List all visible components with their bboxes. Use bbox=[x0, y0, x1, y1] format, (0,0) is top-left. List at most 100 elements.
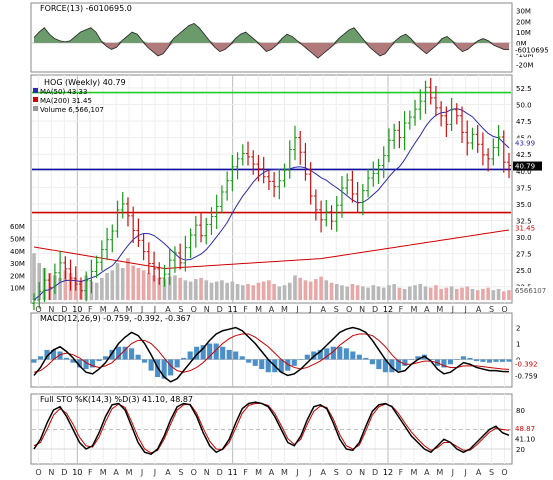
volume-bar bbox=[308, 281, 313, 300]
volume-bar bbox=[439, 288, 443, 300]
macd-histogram-bar bbox=[31, 359, 37, 363]
volume-bar bbox=[319, 276, 323, 300]
legend-ma200: MA(200) 31.45 bbox=[40, 97, 92, 105]
macd-histogram-bar bbox=[63, 357, 70, 360]
macd-histogram-bar bbox=[447, 359, 454, 365]
volume-ytick: 20M bbox=[10, 272, 25, 280]
month-label-top: J bbox=[308, 305, 311, 314]
volume-bar bbox=[449, 286, 454, 300]
month-label-bottom: O bbox=[191, 468, 197, 477]
volume-bar bbox=[418, 284, 423, 300]
macd-histogram-bar bbox=[70, 359, 76, 363]
macd-value-tag-bg bbox=[513, 371, 547, 381]
macd-histogram-bar bbox=[135, 354, 141, 360]
volume-bar bbox=[340, 285, 344, 300]
volume-bar bbox=[277, 286, 282, 300]
macd-histogram-bar bbox=[350, 351, 356, 360]
volume-bar bbox=[126, 258, 130, 300]
volume-bar bbox=[162, 279, 167, 300]
macd-histogram-bar bbox=[187, 351, 193, 360]
volume-ytick: 10M bbox=[10, 285, 25, 293]
volume-bar bbox=[94, 282, 99, 300]
volume-bar bbox=[298, 277, 303, 300]
macd-histogram-bar bbox=[116, 346, 122, 360]
month-label-top: 12 bbox=[383, 305, 393, 314]
month-label-bottom: D bbox=[372, 468, 378, 477]
macd-histogram-bar bbox=[148, 359, 154, 371]
macd-histogram-bar bbox=[76, 359, 83, 368]
legend-ma50: MA(50) 43.33 bbox=[40, 88, 87, 96]
month-label-bottom: A bbox=[321, 468, 327, 477]
macd-histogram-bar bbox=[200, 345, 206, 360]
month-label-top: O bbox=[35, 305, 41, 314]
volume-bar bbox=[361, 286, 365, 300]
volume-bar bbox=[194, 279, 198, 300]
sto-ytick: 20 bbox=[516, 446, 525, 454]
price-ytick: 27.5 bbox=[516, 251, 532, 259]
month-label-top: S bbox=[489, 305, 494, 314]
month-label-top: J bbox=[451, 305, 454, 314]
price-ytick: 25.0 bbox=[516, 267, 532, 275]
month-label-top: J bbox=[153, 305, 156, 314]
month-label-top: J bbox=[464, 305, 467, 314]
month-label-bottom: M bbox=[126, 468, 133, 477]
ma50-value-tag-bg bbox=[513, 138, 542, 148]
macd-signal-tag: -0.392 bbox=[515, 361, 538, 369]
month-label-bottom: M bbox=[281, 468, 288, 477]
volume-bar bbox=[199, 277, 203, 300]
volume-bar bbox=[251, 285, 256, 300]
force-title: FORCE(13) -6010695.0 bbox=[40, 4, 132, 13]
macd-title: MACD(12,26,9) -0.759, -0.392, -0.367 bbox=[40, 314, 191, 323]
macd-histogram-bar bbox=[96, 359, 102, 362]
month-label-top: N bbox=[204, 305, 210, 314]
macd-histogram-bar bbox=[103, 356, 109, 360]
month-label-top: F bbox=[243, 305, 248, 314]
price-ytick: 50.0 bbox=[516, 102, 532, 110]
volume-bar bbox=[481, 288, 485, 300]
price-ytick: 42.5 bbox=[516, 151, 532, 159]
volume-bar bbox=[141, 270, 146, 300]
month-label-bottom: F bbox=[243, 468, 248, 477]
volume-bar bbox=[444, 287, 449, 300]
volume-bar bbox=[272, 284, 276, 300]
volume-value-tag: 6566107 bbox=[515, 287, 546, 295]
volume-bar bbox=[131, 265, 135, 300]
volume-bar bbox=[501, 291, 506, 300]
sto-d-line bbox=[33, 403, 510, 454]
macd-histogram-bar bbox=[129, 348, 135, 360]
volume-bar bbox=[408, 286, 412, 300]
macd-histogram-bar bbox=[395, 359, 401, 371]
price-ytick: 40.0 bbox=[516, 168, 532, 176]
month-label-top: N bbox=[359, 305, 365, 314]
volume-bar bbox=[334, 284, 339, 300]
volume-bar bbox=[402, 288, 407, 300]
volume-bar bbox=[366, 287, 370, 300]
month-label-bottom: S bbox=[178, 468, 183, 477]
volume-bar bbox=[350, 284, 355, 300]
volume-bar bbox=[460, 287, 464, 300]
legend-ma50-swatch bbox=[33, 88, 38, 93]
ma200-value-tag-bg bbox=[513, 223, 542, 233]
macd-histogram-bar bbox=[363, 357, 369, 360]
macd-histogram-bar bbox=[233, 351, 239, 360]
sto-d-tag-bg bbox=[513, 424, 542, 434]
macd-histogram-bar bbox=[486, 359, 493, 363]
volume-ytick: 30M bbox=[10, 260, 25, 268]
macd-histogram-bar bbox=[499, 359, 506, 362]
macd-histogram-bar bbox=[239, 356, 245, 360]
month-label-bottom: J bbox=[308, 468, 311, 477]
volume-bar bbox=[324, 280, 329, 300]
ma200-line bbox=[33, 229, 510, 270]
month-label-bottom: M bbox=[410, 468, 417, 477]
macd-histogram-bar bbox=[506, 359, 512, 362]
month-label-bottom: J bbox=[295, 468, 298, 477]
ma50-value-tag: 43.99 bbox=[515, 139, 535, 147]
month-label-top: J bbox=[140, 305, 143, 314]
macd-histogram-bar bbox=[408, 359, 414, 360]
volume-bar bbox=[376, 286, 381, 300]
macd-signal-tag-bg bbox=[513, 359, 547, 369]
volume-bar bbox=[63, 270, 68, 300]
volume-bar bbox=[507, 290, 511, 300]
macd-histogram-bar bbox=[220, 346, 226, 360]
month-label-bottom: F bbox=[88, 468, 93, 477]
